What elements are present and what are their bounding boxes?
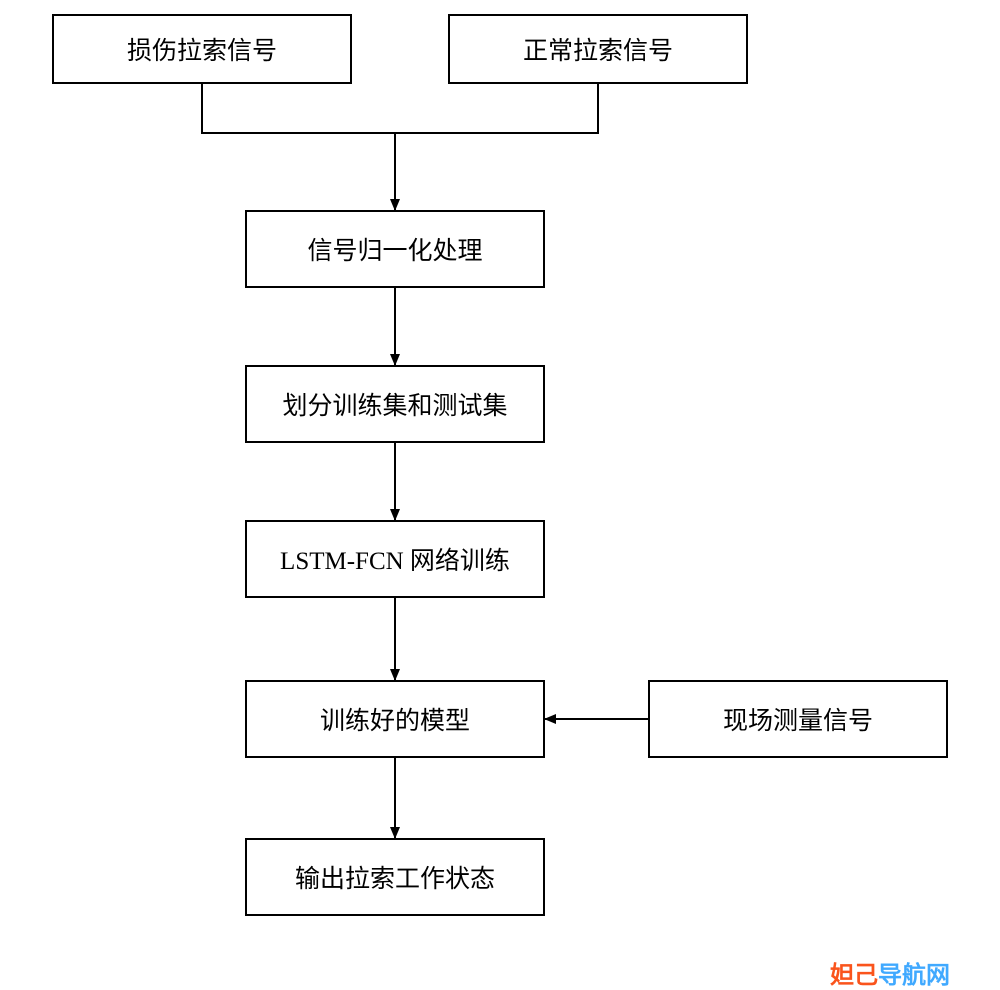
node-trained-model: 训练好的模型 [245,680,545,758]
node-damaged-signal: 损伤拉索信号 [52,14,352,84]
node-label: 训练好的模型 [320,701,470,737]
watermark-part1: 妲己 [830,962,878,989]
node-label: 正常拉索信号 [523,31,673,67]
node-label: 划分训练集和测试集 [282,386,507,422]
node-label: 现场测量信号 [723,701,873,737]
node-split-data: 划分训练集和测试集 [245,365,545,443]
node-field-signal: 现场测量信号 [648,680,948,758]
node-label: 输出拉索工作状态 [295,859,495,895]
node-lstm-fcn-train: LSTM-FCN 网络训练 [245,520,545,598]
watermark-part2: 导航网 [878,962,950,989]
watermark-text: 妲己导航网 [830,955,950,990]
node-normalize: 信号归一化处理 [245,210,545,288]
node-label: 损伤拉索信号 [127,31,277,67]
node-output-status: 输出拉索工作状态 [245,838,545,916]
node-label: LSTM-FCN 网络训练 [280,541,510,577]
node-label: 信号归一化处理 [307,231,482,267]
node-normal-signal: 正常拉索信号 [448,14,748,84]
